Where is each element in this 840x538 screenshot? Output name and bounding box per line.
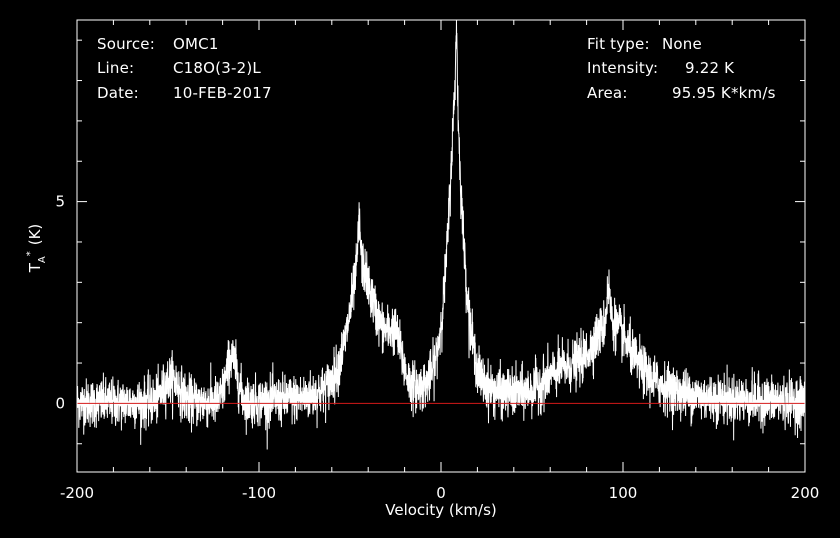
area-label: Area: bbox=[587, 84, 628, 102]
x-tick-label: -200 bbox=[60, 484, 94, 502]
y-axis-subscript: A bbox=[37, 256, 48, 263]
y-axis-symbol: T bbox=[26, 262, 44, 273]
line-value: C18O(3-2)L bbox=[173, 59, 261, 77]
source-value: OMC1 bbox=[173, 35, 219, 53]
date-value: 10-FEB-2017 bbox=[173, 84, 272, 102]
area-value: 95.95 K*km/s bbox=[672, 84, 776, 102]
tick-labels: -200 -100 0 100 200 0 5 bbox=[55, 193, 819, 502]
y-tick-label: 0 bbox=[55, 394, 65, 412]
fit-type-value: None bbox=[662, 35, 702, 53]
y-axis-unit: (K) bbox=[26, 224, 44, 246]
x-tick-label: 200 bbox=[791, 484, 820, 502]
x-tick-label: -100 bbox=[242, 484, 276, 502]
y-axis-superscript: * bbox=[25, 251, 36, 256]
intensity-value: 9.22 K bbox=[685, 59, 735, 77]
x-tick-label: 0 bbox=[436, 484, 446, 502]
x-tick-label: 100 bbox=[609, 484, 638, 502]
y-axis-title: TA* (K) bbox=[25, 224, 48, 274]
source-label: Source: bbox=[97, 35, 155, 53]
plot-frame bbox=[76, 19, 806, 473]
spectrum-trace bbox=[76, 19, 806, 450]
date-label: Date: bbox=[97, 84, 139, 102]
y-tick-label: 5 bbox=[55, 193, 65, 211]
x-axis-title: Velocity (km/s) bbox=[385, 501, 496, 519]
fit-type-label: Fit type: bbox=[587, 35, 650, 53]
line-label: Line: bbox=[97, 59, 135, 77]
intensity-label: Intensity: bbox=[587, 59, 659, 77]
